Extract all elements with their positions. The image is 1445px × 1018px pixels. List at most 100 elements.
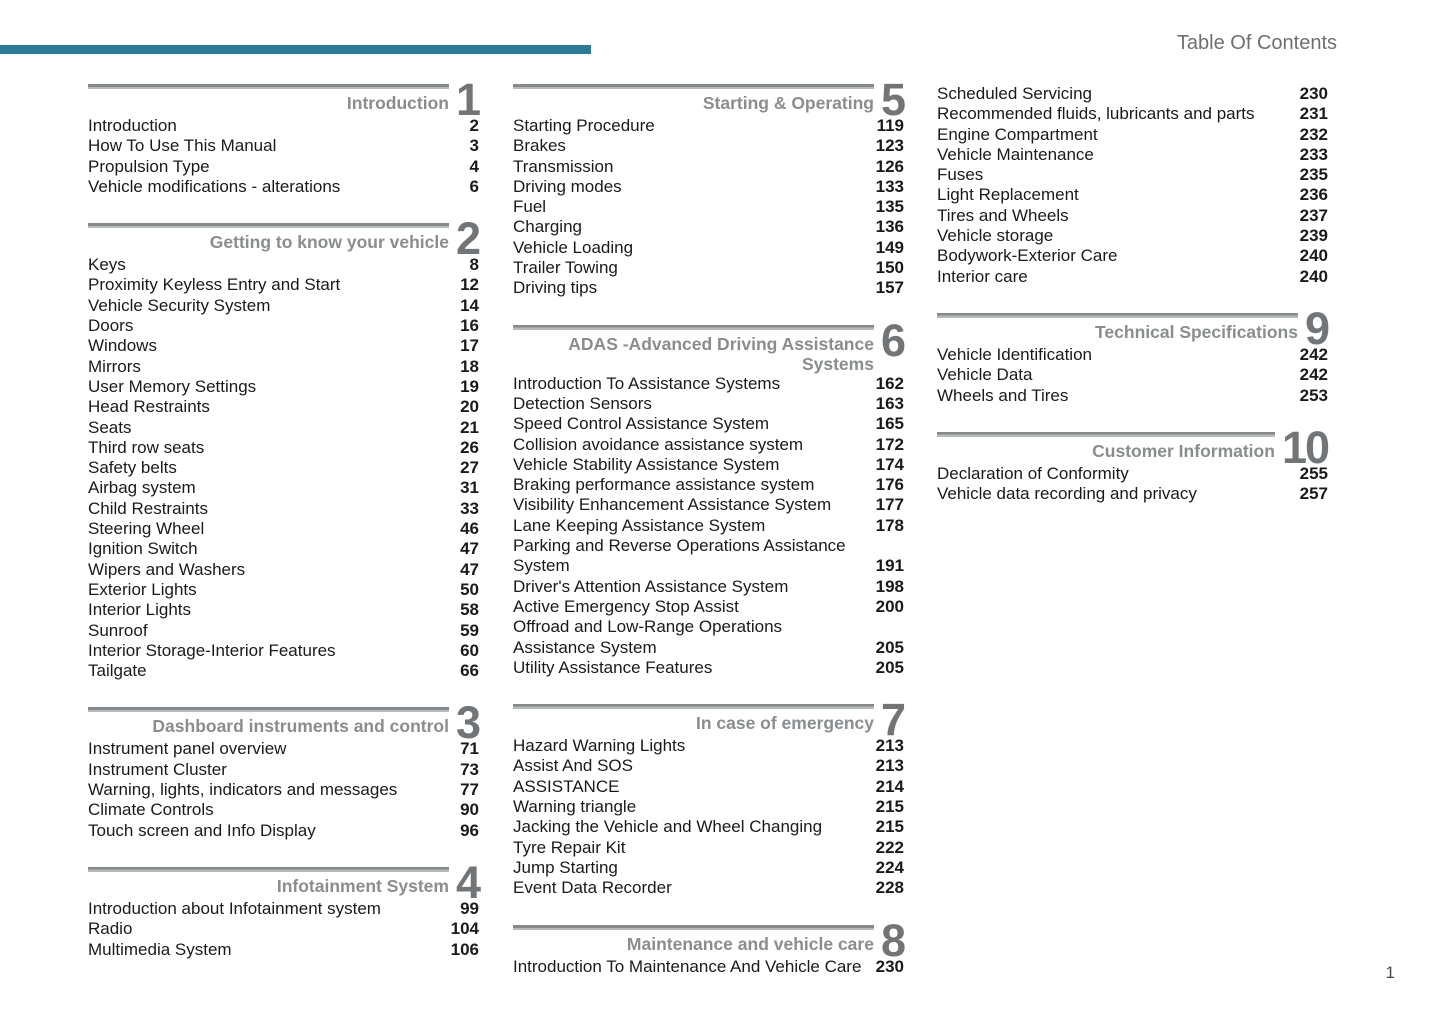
toc-entry[interactable]: Proximity Keyless Entry and Start 12 bbox=[88, 275, 479, 295]
toc-entry[interactable]: Tailgate 66 bbox=[88, 661, 479, 681]
toc-entry[interactable]: Vehicle data recording and privacy 257 bbox=[937, 484, 1328, 504]
toc-entry[interactable]: Warning triangle 215 bbox=[513, 797, 904, 817]
toc-entry[interactable]: Third row seats 26 bbox=[88, 438, 479, 458]
toc-entry[interactable]: Wheels and Tires 253 bbox=[937, 386, 1328, 406]
toc-entry[interactable]: Interior Lights 58 bbox=[88, 600, 479, 620]
section-header-left: Starting & Operating bbox=[513, 84, 874, 113]
toc-entry[interactable]: ASSISTANCE 214 bbox=[513, 777, 904, 797]
toc-entry[interactable]: Light Replacement 236 bbox=[937, 185, 1328, 205]
toc-entry[interactable]: Detection Sensors 163 bbox=[513, 394, 904, 414]
toc-entry[interactable]: Ignition Switch 47 bbox=[88, 539, 479, 559]
toc-entry[interactable]: Utility Assistance Features 205 bbox=[513, 658, 904, 678]
toc-entry[interactable]: Jump Starting 224 bbox=[513, 858, 904, 878]
toc-entry[interactable]: Windows 17 bbox=[88, 336, 479, 356]
toc-entry[interactable]: Wipers and Washers 47 bbox=[88, 560, 479, 580]
toc-entry[interactable]: Charging 136 bbox=[513, 217, 904, 237]
section-number: 8 bbox=[880, 914, 906, 966]
toc-entry[interactable]: Exterior Lights 50 bbox=[88, 580, 479, 600]
toc-entry[interactable]: Instrument panel overview 71 bbox=[88, 739, 479, 759]
toc-entry[interactable]: Mirrors 18 bbox=[88, 357, 479, 377]
toc-entry[interactable]: Instrument Cluster 73 bbox=[88, 760, 479, 780]
toc-entry[interactable]: Bodywork-Exterior Care 240 bbox=[937, 246, 1328, 266]
toc-entry[interactable]: Radio 104 bbox=[88, 919, 479, 939]
toc-entry[interactable]: Driving tips 157 bbox=[513, 278, 904, 298]
toc-entry[interactable]: Jacking the Vehicle and Wheel Changing 21… bbox=[513, 817, 904, 837]
entry-page-number: 200 bbox=[875, 596, 904, 616]
toc-entry[interactable]: Hazard Warning Lights 213 bbox=[513, 736, 904, 756]
toc-entry[interactable]: Introduction To Maintenance And Vehicle … bbox=[513, 957, 904, 977]
toc-entry[interactable]: Assist And SOS 213 bbox=[513, 756, 904, 776]
toc-entry[interactable]: Interior Storage-Interior Features 60 bbox=[88, 641, 479, 661]
toc-entry[interactable]: Parking and Reverse Operations Assistanc… bbox=[513, 536, 904, 577]
toc-entry[interactable]: Declaration of Conformity 255 bbox=[937, 464, 1328, 484]
toc-entry[interactable]: Child Restraints 33 bbox=[88, 499, 479, 519]
toc-entry[interactable]: Keys 8 bbox=[88, 255, 479, 275]
toc-entry[interactable]: Warning, lights, indicators and messages… bbox=[88, 780, 479, 800]
toc-entry[interactable]: Visibility Enhancement Assistance System… bbox=[513, 495, 904, 515]
entry-page-number: 119 bbox=[876, 116, 904, 135]
toc-entry[interactable]: Lane Keeping Assistance System 178 bbox=[513, 516, 904, 536]
toc-entry[interactable]: Braking performance assistance system 176 bbox=[513, 475, 904, 495]
toc-entry[interactable]: Vehicle Maintenance 233 bbox=[937, 145, 1328, 165]
toc-entry[interactable]: Offroad and Low-Range Operations Assista… bbox=[513, 617, 904, 658]
toc-entry[interactable]: Transmission 126 bbox=[513, 157, 904, 177]
toc-entry[interactable]: Climate Controls 90 bbox=[88, 800, 479, 820]
toc-entry[interactable]: Safety belts 27 bbox=[88, 458, 479, 478]
toc-entry[interactable]: Speed Control Assistance System 165 bbox=[513, 414, 904, 434]
toc-section: Dashboard instruments and control 3 Instru… bbox=[88, 700, 481, 841]
entry-label: Hazard Warning Lights bbox=[513, 736, 686, 756]
toc-entry[interactable]: Touch screen and Info Display 96 bbox=[88, 821, 479, 841]
entry-label: Ignition Switch bbox=[88, 539, 198, 559]
entry-page-number: 50 bbox=[460, 579, 479, 599]
toc-entry[interactable]: Airbag system 31 bbox=[88, 478, 479, 498]
toc-entry[interactable]: Fuel 135 bbox=[513, 197, 904, 217]
toc-entry[interactable]: Driver's Attention Assistance System 198 bbox=[513, 577, 904, 597]
toc-entry[interactable]: Vehicle Loading 149 bbox=[513, 238, 904, 258]
toc-section: Starting & Operating 5 Starting Procedure 1… bbox=[513, 74, 906, 299]
toc-entry[interactable]: Vehicle modifications - alterations 6 bbox=[88, 177, 479, 197]
entry-label: Charging bbox=[513, 217, 582, 237]
toc-entry[interactable]: Vehicle Stability Assistance System 174 bbox=[513, 455, 904, 475]
toc-entry[interactable]: Scheduled Servicing 230 bbox=[937, 84, 1328, 104]
entry-page-number: 157 bbox=[875, 278, 904, 298]
toc-entry[interactable]: Fuses 235 bbox=[937, 165, 1328, 185]
toc-entry[interactable]: Introduction about Infotainment system 99 bbox=[88, 899, 479, 919]
toc-entry[interactable]: Engine Compartment 232 bbox=[937, 125, 1328, 145]
toc-entry[interactable]: Active Emergency Stop Assist 200 bbox=[513, 597, 904, 617]
toc-entry[interactable]: Tires and Wheels 237 bbox=[937, 206, 1328, 226]
section-number: 4 bbox=[455, 856, 481, 908]
toc-entry[interactable]: Propulsion Type 4 bbox=[88, 157, 479, 177]
toc-entry[interactable]: Vehicle storage 239 bbox=[937, 226, 1328, 246]
entry-label: Vehicle Loading bbox=[513, 237, 634, 257]
section-divider-bar bbox=[937, 431, 1275, 437]
toc-entry[interactable]: Steering Wheel 46 bbox=[88, 519, 479, 539]
toc-entry[interactable]: Event Data Recorder 228 bbox=[513, 878, 904, 898]
entry-label: Declaration of Conformity bbox=[937, 463, 1129, 483]
toc-entry[interactable]: Interior care 240 bbox=[937, 267, 1328, 287]
toc-entry[interactable]: Vehicle Identification 242 bbox=[937, 345, 1328, 365]
entry-page-number: 135 bbox=[875, 197, 904, 217]
toc-entry[interactable]: User Memory Settings 19 bbox=[88, 377, 479, 397]
toc-entry[interactable]: Multimedia System 106 bbox=[88, 940, 479, 960]
toc-entry[interactable]: Head Restraints 20 bbox=[88, 397, 479, 417]
section-number: 6 bbox=[880, 314, 906, 366]
toc-entry[interactable]: Starting Procedure 119 bbox=[513, 116, 904, 136]
toc-entry[interactable]: Seats 21 bbox=[88, 418, 479, 438]
section-title: Maintenance and vehicle care bbox=[626, 933, 874, 954]
toc-entry[interactable]: Introduction To Assistance Systems 162 bbox=[513, 374, 904, 394]
section-number: 5 bbox=[880, 74, 906, 125]
toc-entry[interactable]: Tyre Repair Kit 222 bbox=[513, 838, 904, 858]
toc-entry[interactable]: Vehicle Security System 14 bbox=[88, 296, 479, 316]
toc-entry[interactable]: Trailer Towing 150 bbox=[513, 258, 904, 278]
toc-entry[interactable]: Doors 16 bbox=[88, 316, 479, 336]
toc-entry[interactable]: Driving modes 133 bbox=[513, 177, 904, 197]
toc-entry[interactable]: Vehicle Data 242 bbox=[937, 365, 1328, 385]
toc-entry[interactable]: How To Use This Manual 3 bbox=[88, 136, 479, 156]
toc-entry[interactable]: Collision avoidance assistance system 172 bbox=[513, 435, 904, 455]
entry-label: User Memory Settings bbox=[88, 376, 257, 396]
toc-entry[interactable]: Recommended fluids, lubricants and parts… bbox=[937, 104, 1328, 124]
toc-entry[interactable]: Introduction 2 bbox=[88, 116, 479, 136]
toc-entry[interactable]: Sunroof 59 bbox=[88, 621, 479, 641]
toc-entry[interactable]: Brakes 123 bbox=[513, 136, 904, 156]
entry-label: Climate Controls bbox=[88, 800, 214, 820]
